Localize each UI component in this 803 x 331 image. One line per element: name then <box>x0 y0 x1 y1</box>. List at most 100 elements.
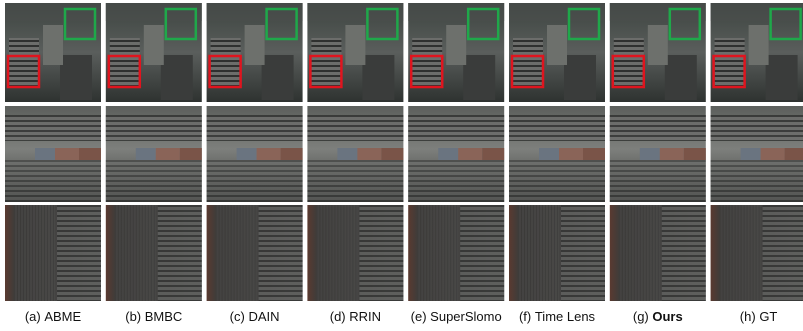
building <box>766 55 798 100</box>
crop-wall <box>116 205 156 301</box>
crop-wall <box>418 205 458 301</box>
crop-lower <box>106 160 202 202</box>
building <box>412 38 442 88</box>
crop-block <box>539 148 559 160</box>
column <box>307 3 403 301</box>
building <box>513 38 543 88</box>
crop-block <box>559 148 583 160</box>
caption: (f) Time Lens <box>519 309 596 324</box>
crop-stripes <box>207 115 303 141</box>
crop-block <box>458 148 482 160</box>
caption-label: (a) <box>25 309 41 324</box>
caption: (b) BMBC <box>125 309 182 324</box>
column <box>207 3 303 301</box>
crop-block <box>281 148 303 160</box>
building <box>262 55 294 100</box>
building <box>207 3 303 21</box>
building <box>446 25 466 65</box>
building <box>5 3 101 21</box>
caption-name: SuperSlomo <box>430 309 502 324</box>
building <box>509 3 605 21</box>
crop-shutter <box>259 205 303 301</box>
crop-stripes <box>711 115 803 141</box>
caption: (a) ABME <box>25 309 82 324</box>
column <box>711 3 803 301</box>
caption: (d) RRIN <box>330 309 381 324</box>
caption: (e) SuperSlomo <box>411 309 502 324</box>
crop-block <box>660 148 684 160</box>
building <box>665 55 697 100</box>
building <box>245 25 265 65</box>
crop-block <box>55 148 79 160</box>
crop-lower <box>5 160 101 202</box>
crop-stripes <box>610 115 706 141</box>
crop-wall <box>519 205 559 301</box>
caption-label: (c) <box>230 309 245 324</box>
caption: (c) DAIN <box>230 309 280 324</box>
building <box>648 25 668 65</box>
building <box>311 38 341 88</box>
crop-block <box>237 148 257 160</box>
building <box>60 55 92 100</box>
crop-shutter <box>763 205 803 301</box>
caption-name: Time Lens <box>535 309 596 324</box>
crop-lower <box>408 160 504 202</box>
building <box>547 25 567 65</box>
column <box>610 3 706 301</box>
crop-shutter <box>460 205 504 301</box>
crop-stripes <box>307 115 403 141</box>
caption-label: (b) <box>125 309 141 324</box>
crop-block <box>156 148 180 160</box>
building <box>362 55 394 100</box>
crop-wall <box>15 205 55 301</box>
crop-shutter <box>662 205 706 301</box>
crop-wall <box>217 205 257 301</box>
figure: (a) ABME (b) BMBC (c) DAIN (d) RRIN (e) Supe… <box>0 0 803 331</box>
crop-wall <box>620 205 660 301</box>
building <box>110 38 140 88</box>
building <box>9 38 39 88</box>
crop-wall <box>317 205 357 301</box>
crop-shutter <box>561 205 605 301</box>
building <box>715 38 745 88</box>
building <box>610 3 706 21</box>
crop-block <box>357 148 381 160</box>
crop-block <box>337 148 357 160</box>
crop-block <box>79 148 101 160</box>
crop-lower <box>207 160 303 202</box>
building <box>345 25 365 65</box>
caption: (g) Ours <box>633 309 683 324</box>
building <box>211 38 241 88</box>
building <box>43 25 63 65</box>
crop-stripes <box>106 115 202 141</box>
crop-block <box>684 148 706 160</box>
column <box>509 3 605 301</box>
caption-label: (e) <box>411 309 427 324</box>
building <box>711 3 803 21</box>
crop-lower <box>509 160 605 202</box>
crop-block <box>257 148 281 160</box>
building <box>161 55 193 100</box>
building <box>408 3 504 21</box>
building <box>106 3 202 21</box>
caption-label: (h) <box>740 309 756 324</box>
crop-shutter <box>158 205 202 301</box>
caption: (h) GT <box>740 309 778 324</box>
crop-block <box>35 148 55 160</box>
crop-shutter <box>57 205 101 301</box>
building <box>144 25 164 65</box>
column <box>5 3 101 301</box>
caption-name: Ours <box>652 309 682 324</box>
crop-block <box>640 148 660 160</box>
crop-shutter <box>359 205 403 301</box>
building <box>749 25 769 65</box>
crop-block <box>136 148 156 160</box>
crop-lower <box>711 160 803 202</box>
caption-name: RRIN <box>349 309 381 324</box>
column <box>408 3 504 301</box>
crop-lower <box>610 160 706 202</box>
crop-block <box>785 148 803 160</box>
column <box>106 3 202 301</box>
crop-block <box>180 148 202 160</box>
caption-name: BMBC <box>145 309 183 324</box>
